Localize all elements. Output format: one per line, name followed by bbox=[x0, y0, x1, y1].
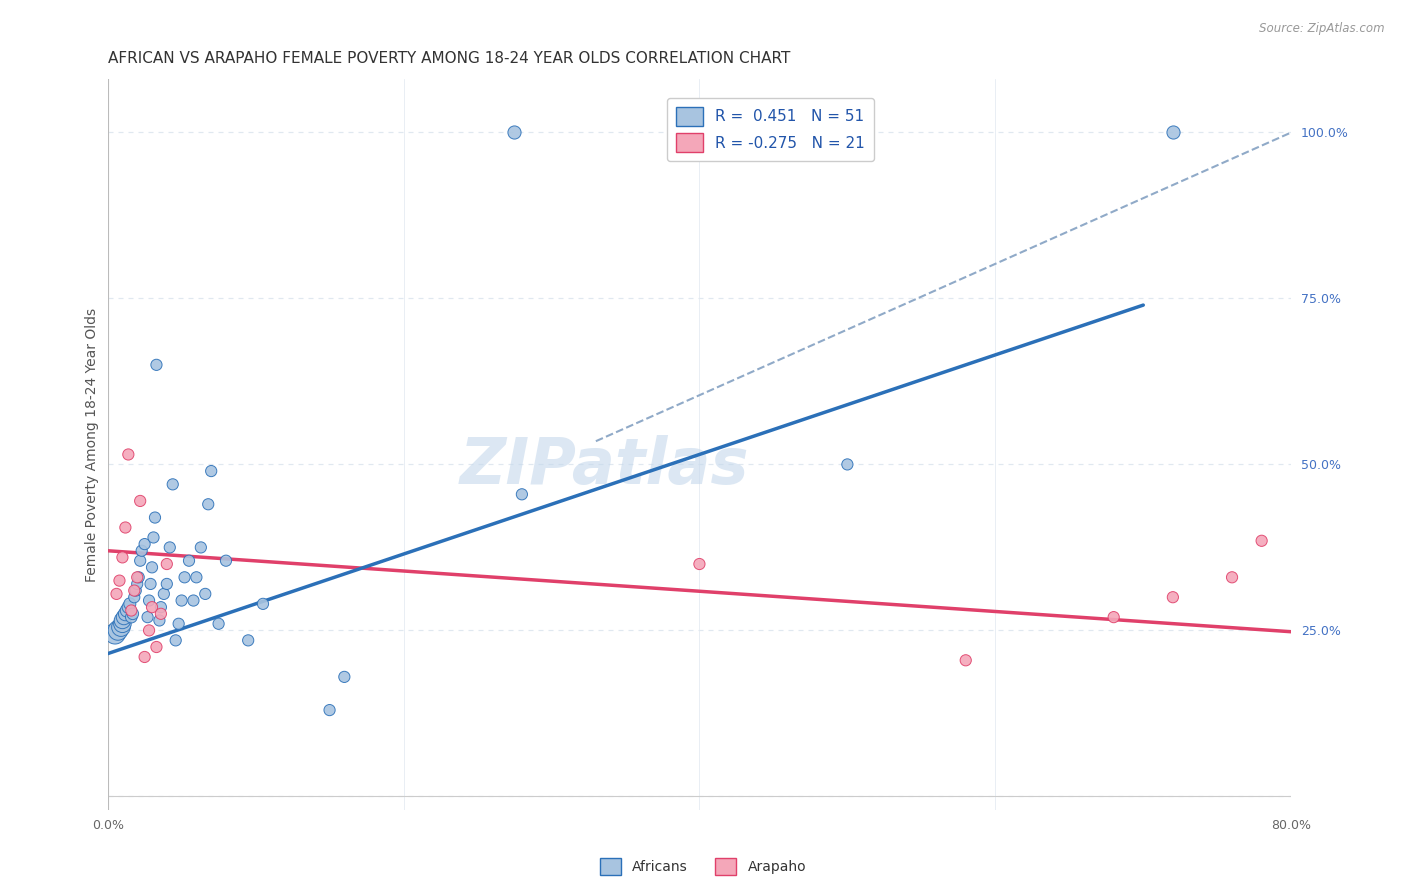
Point bbox=[134, 650, 156, 665]
Point bbox=[111, 550, 134, 565]
Point bbox=[159, 541, 181, 555]
Point bbox=[197, 497, 219, 511]
Point bbox=[170, 593, 193, 607]
Point bbox=[134, 537, 156, 551]
Point bbox=[120, 610, 142, 624]
Point bbox=[1161, 125, 1184, 139]
Point bbox=[139, 577, 162, 591]
Point bbox=[136, 610, 159, 624]
Point bbox=[153, 587, 176, 601]
Text: ZIPatlas: ZIPatlas bbox=[460, 435, 749, 498]
Point bbox=[131, 543, 153, 558]
Point bbox=[215, 554, 238, 568]
Point bbox=[121, 607, 143, 621]
Point bbox=[120, 603, 142, 617]
Point bbox=[165, 633, 187, 648]
Point bbox=[122, 591, 145, 605]
Point bbox=[167, 616, 190, 631]
Point bbox=[190, 541, 212, 555]
Point bbox=[129, 554, 152, 568]
Point bbox=[115, 603, 138, 617]
Point bbox=[194, 587, 217, 601]
Point bbox=[105, 587, 128, 601]
Point bbox=[955, 653, 977, 667]
Point bbox=[107, 624, 129, 638]
Point bbox=[110, 620, 132, 634]
Point bbox=[117, 600, 139, 615]
Point bbox=[688, 557, 710, 571]
Point bbox=[142, 531, 165, 545]
Point bbox=[1161, 591, 1184, 605]
Point bbox=[108, 574, 131, 588]
Point bbox=[114, 520, 136, 534]
Point bbox=[128, 570, 150, 584]
Point bbox=[207, 616, 229, 631]
Point bbox=[156, 557, 179, 571]
Point bbox=[145, 640, 167, 654]
Point bbox=[186, 570, 208, 584]
Point bbox=[127, 570, 149, 584]
Point bbox=[143, 510, 166, 524]
Point bbox=[127, 577, 149, 591]
Point bbox=[238, 633, 260, 648]
Point bbox=[1220, 570, 1243, 584]
Point bbox=[114, 607, 136, 621]
Point bbox=[111, 614, 134, 628]
Point bbox=[138, 593, 160, 607]
Point bbox=[318, 703, 340, 717]
Point bbox=[117, 447, 139, 461]
Point bbox=[333, 670, 356, 684]
Point bbox=[149, 600, 172, 615]
Point bbox=[503, 125, 526, 139]
Legend: R =  0.451   N = 51, R = -0.275   N = 21: R = 0.451 N = 51, R = -0.275 N = 21 bbox=[666, 98, 875, 161]
Point bbox=[1250, 533, 1272, 548]
Point bbox=[183, 593, 205, 607]
Point bbox=[837, 458, 859, 472]
Text: Source: ZipAtlas.com: Source: ZipAtlas.com bbox=[1260, 22, 1385, 36]
Point bbox=[177, 554, 200, 568]
Y-axis label: Female Poverty Among 18-24 Year Olds: Female Poverty Among 18-24 Year Olds bbox=[86, 308, 100, 582]
Point bbox=[1102, 610, 1125, 624]
Point bbox=[200, 464, 222, 478]
Point bbox=[112, 610, 135, 624]
Text: AFRICAN VS ARAPAHO FEMALE POVERTY AMONG 18-24 YEAR OLDS CORRELATION CHART: AFRICAN VS ARAPAHO FEMALE POVERTY AMONG … bbox=[108, 51, 790, 66]
Point bbox=[125, 583, 148, 598]
Point bbox=[162, 477, 184, 491]
Legend: Africans, Arapaho: Africans, Arapaho bbox=[595, 853, 811, 880]
Point bbox=[148, 614, 170, 628]
Point bbox=[173, 570, 195, 584]
Point bbox=[104, 626, 127, 640]
Point bbox=[138, 624, 160, 638]
Point bbox=[510, 487, 533, 501]
Point bbox=[111, 616, 134, 631]
Point bbox=[118, 597, 141, 611]
Point bbox=[122, 583, 145, 598]
Point bbox=[141, 560, 163, 574]
Point bbox=[129, 494, 152, 508]
Point bbox=[252, 597, 274, 611]
Point bbox=[149, 607, 172, 621]
Point bbox=[156, 577, 179, 591]
Point bbox=[145, 358, 167, 372]
Point bbox=[141, 600, 163, 615]
